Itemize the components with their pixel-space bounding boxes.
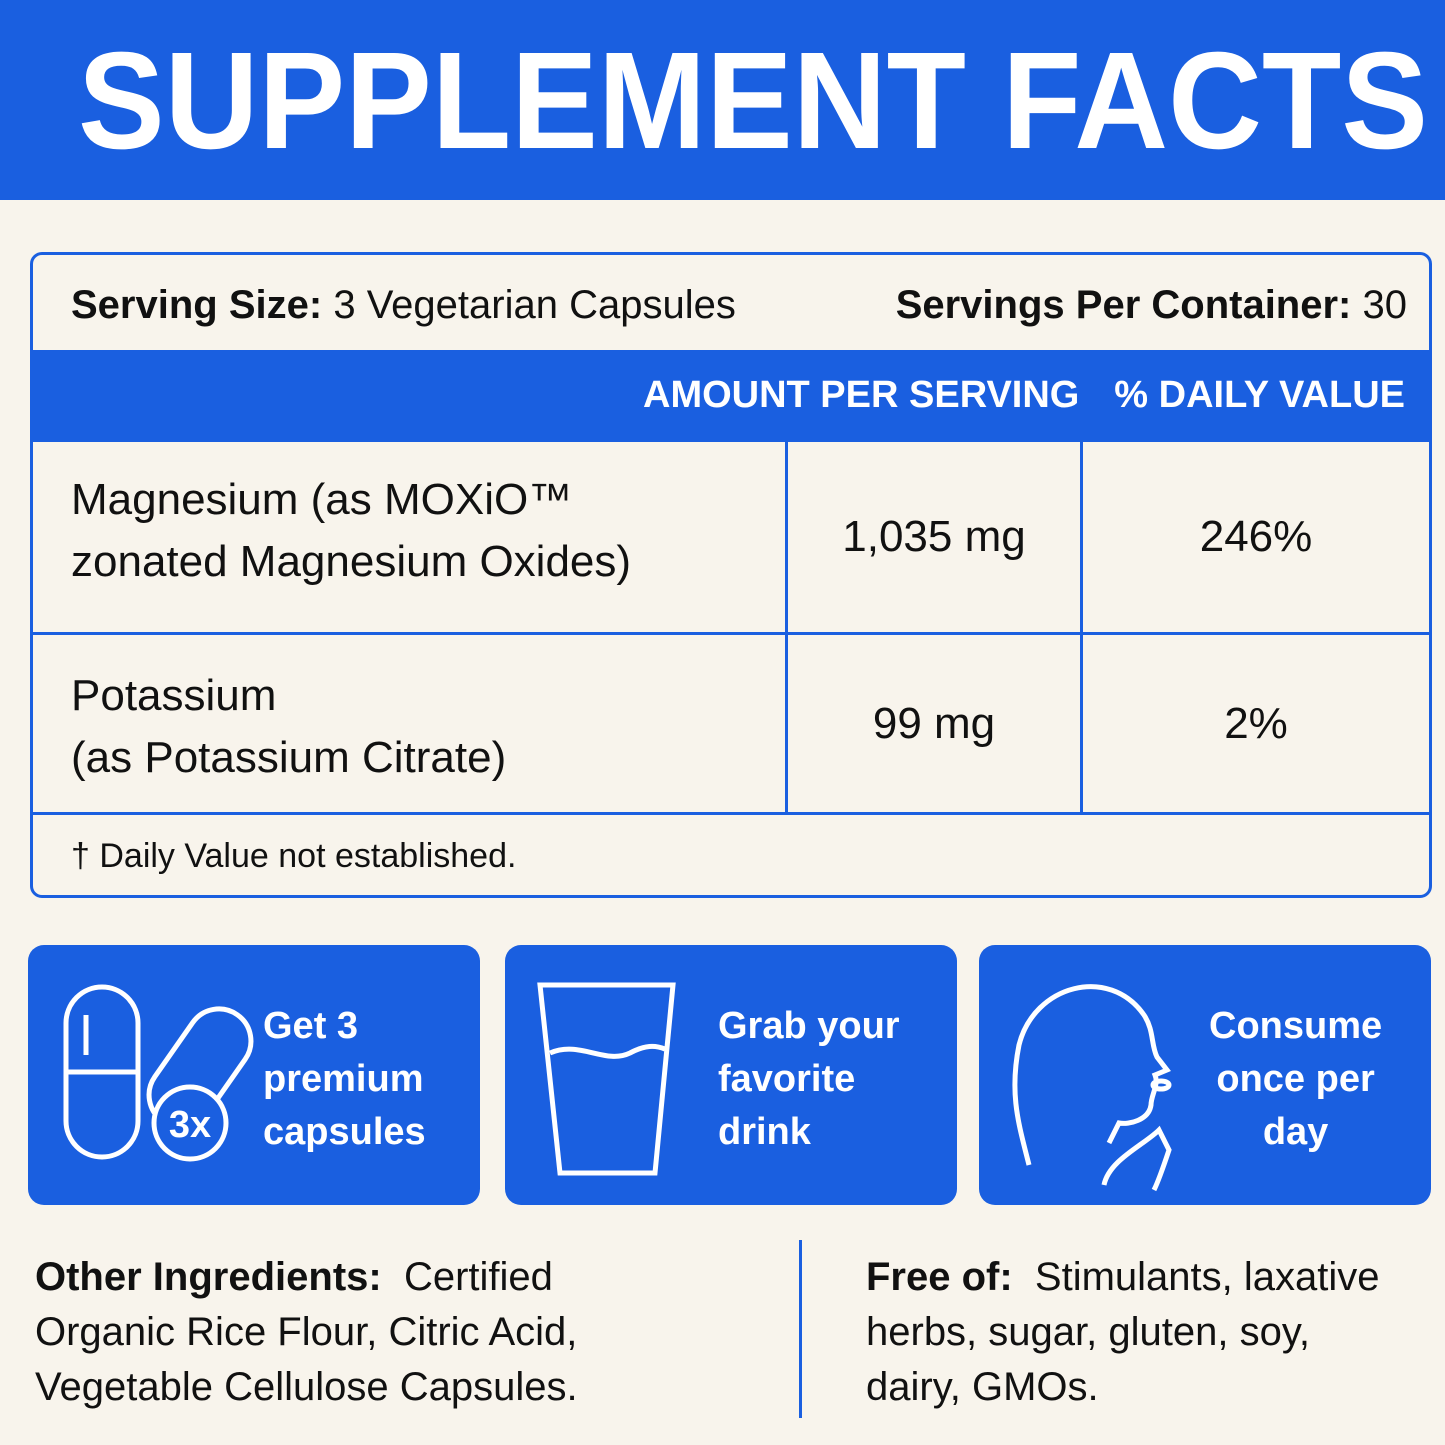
line: Free of: Stimulants, laxative xyxy=(866,1250,1380,1305)
line: Get 3 xyxy=(263,1005,359,1047)
line: Organic Rice Flour, Citric Acid, xyxy=(35,1310,578,1354)
header-band: SUPPLEMENT FACTS xyxy=(0,0,1445,200)
text: Stimulants, laxative xyxy=(1034,1255,1380,1299)
row-divider xyxy=(33,812,1429,815)
title: SUPPLEMENT FACTS xyxy=(78,24,1428,178)
nutrient-name: Potassium (as Potassium Citrate) xyxy=(71,665,506,789)
step-card: Grab your favorite drink xyxy=(505,945,957,1205)
column-header: AMOUNT PER SERVING % DAILY VALUE xyxy=(33,350,1429,442)
label: Other Ingredients: xyxy=(35,1255,382,1299)
footnote: † Daily Value not established. xyxy=(71,837,517,875)
line: Potassium xyxy=(71,671,277,720)
step-card: Consume once per day xyxy=(979,945,1431,1205)
label: Serving Size: xyxy=(71,283,323,327)
badge: 3x xyxy=(169,1104,211,1146)
text: Certified xyxy=(403,1255,553,1299)
serving-size: Serving Size: 3 Vegetarian Capsules xyxy=(71,283,736,328)
line: Other Ingredients: Certified xyxy=(35,1250,578,1305)
col-divider xyxy=(785,442,788,812)
line: drink xyxy=(718,1111,811,1153)
col-divider xyxy=(1080,442,1083,812)
line: Consume xyxy=(1209,1005,1383,1047)
title-svg: SUPPLEMENT FACTS xyxy=(78,24,1428,178)
free-of: Free of: Stimulants, laxative herbs, sug… xyxy=(866,1250,1380,1415)
daily-value: 2% xyxy=(1224,698,1288,748)
line: capsules xyxy=(263,1111,426,1153)
step-text: Consume once per day xyxy=(1209,1000,1382,1159)
value: 3 Vegetarian Capsules xyxy=(333,283,736,327)
capsule-icon: 3x xyxy=(63,984,254,1162)
column-label: AMOUNT PER SERVING xyxy=(643,374,1080,416)
line: dairy, GMOs. xyxy=(866,1365,1099,1409)
divider xyxy=(799,1240,802,1418)
line: (as Potassium Citrate) xyxy=(71,733,507,782)
label: Servings Per Container: xyxy=(895,283,1352,327)
line: once per xyxy=(1216,1058,1375,1100)
line: Magnesium (as MOXiO™ xyxy=(71,475,573,524)
line: zonated Magnesium Oxides) xyxy=(71,537,632,586)
value: 30 xyxy=(1362,283,1408,327)
nutrient-name: Magnesium (as MOXiO™ zonated Magnesium Ox… xyxy=(71,469,631,593)
amount: 1,035 mg xyxy=(842,512,1026,561)
line: herbs, sugar, gluten, soy, xyxy=(866,1310,1310,1354)
line: Grab your xyxy=(718,1005,900,1047)
other-ingredients: Other Ingredients: Certified Organic Ric… xyxy=(35,1250,578,1415)
head-icon xyxy=(1012,984,1172,1192)
line: premium xyxy=(263,1058,424,1100)
step-card: 3x Get 3 premium capsules xyxy=(28,945,480,1205)
line: favorite xyxy=(718,1058,856,1100)
step-text: Get 3 premium capsules xyxy=(263,1000,426,1159)
amount: 99 mg xyxy=(872,698,996,748)
label: Free of: xyxy=(866,1255,1013,1299)
step-text: Grab your favorite drink xyxy=(718,1000,900,1159)
line: day xyxy=(1262,1111,1329,1153)
servings-per-container: Servings Per Container: 30 xyxy=(896,283,1407,328)
daily-value: 246% xyxy=(1199,512,1313,561)
glass-icon xyxy=(537,982,676,1176)
line: Vegetable Cellulose Capsules. xyxy=(35,1365,578,1409)
column-label: % DAILY VALUE xyxy=(1114,374,1405,416)
facts-table: Serving Size: 3 Vegetarian Capsules Serv… xyxy=(30,252,1432,898)
row-divider xyxy=(33,632,1429,635)
